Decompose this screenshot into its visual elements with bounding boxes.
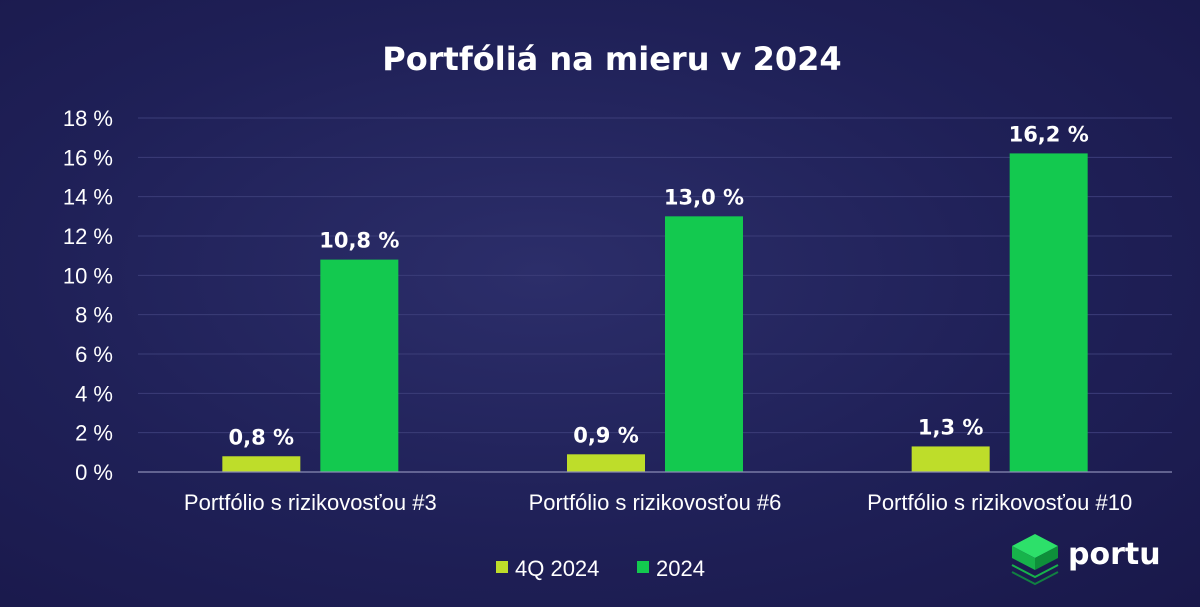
data-label: 0,8 % <box>229 425 295 449</box>
x-tick-label: Portfólio s rizikovosťou #10 <box>867 490 1132 515</box>
bars <box>222 153 1088 472</box>
legend-swatch <box>637 561 649 573</box>
portu-logo: portu <box>1011 534 1161 586</box>
bar <box>911 446 990 472</box>
data-labels: 0,8 % 10,8 % 0,9 % 13,0 % 1,3 % 16,2 % <box>229 122 1089 449</box>
data-label: 13,0 % <box>664 185 744 209</box>
data-label: 0,9 % <box>573 423 639 447</box>
y-tick-label: 4 % <box>75 381 113 406</box>
gridlines <box>138 117 1172 434</box>
data-label: 1,3 % <box>918 415 984 439</box>
bar <box>1009 153 1088 472</box>
y-tick-label: 12 % <box>63 224 113 249</box>
y-tick-label: 14 % <box>63 185 113 210</box>
x-tick-label: Portfólio s rizikovosťou #3 <box>184 490 437 515</box>
data-label: 10,8 % <box>319 229 399 253</box>
bar <box>665 216 743 472</box>
legend-label: 4Q 2024 <box>515 556 599 581</box>
stacked-cubes-icon <box>1011 534 1059 586</box>
y-tick-label: 8 % <box>75 303 113 328</box>
legend: 4Q 2024 2024 <box>496 556 705 581</box>
y-tick-label: 10 % <box>63 263 113 288</box>
y-axis-tick-labels: 0 % 2 % 4 % 6 % 8 % 10 % 12 % 14 % 16 % 18 % <box>63 106 113 485</box>
y-tick-label: 6 % <box>75 342 113 367</box>
bar <box>222 456 301 472</box>
bar <box>567 454 645 472</box>
bar <box>320 259 399 472</box>
y-tick-label: 16 % <box>63 145 113 170</box>
y-tick-label: 0 % <box>75 460 113 485</box>
legend-swatch <box>496 561 508 573</box>
chart-title: Portfóliá na mieru v 2024 <box>382 40 841 78</box>
brand-name: portu <box>1068 537 1161 572</box>
x-axis-tick-labels: Portfólio s rizikovosťou #3 Portfólio s r… <box>184 490 1132 515</box>
y-tick-label: 2 % <box>75 421 113 446</box>
legend-label: 2024 <box>656 556 705 581</box>
x-tick-label: Portfólio s rizikovosťou #6 <box>529 490 782 515</box>
data-label: 16,2 % <box>1009 122 1089 146</box>
y-tick-label: 18 % <box>63 106 113 131</box>
